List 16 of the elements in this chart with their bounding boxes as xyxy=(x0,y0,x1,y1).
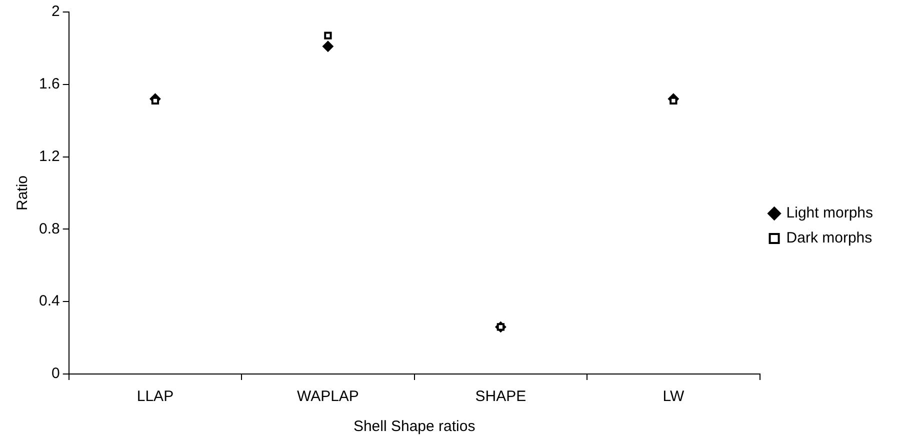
y-tick-label: 0 xyxy=(52,365,60,382)
x-tick-label: LLAP xyxy=(136,388,174,406)
y-axis-title: Ratio xyxy=(14,175,32,211)
point xyxy=(324,32,332,40)
y-tick-label: 0.4 xyxy=(38,292,60,310)
point xyxy=(322,40,334,52)
x-tick-label: WAPLAP xyxy=(296,388,359,406)
x-axis-title: Shell Shape ratios xyxy=(353,418,476,436)
legend-label: Light morphs xyxy=(786,204,874,222)
y-tick-label: 1.2 xyxy=(38,148,60,165)
y-tick-label: 0.8 xyxy=(38,220,60,238)
x-tick-label: LW xyxy=(662,388,685,406)
y-tick-label: 1.6 xyxy=(38,76,60,93)
legend-label: Dark morphs xyxy=(786,230,872,247)
x-tick-label: SHAPE xyxy=(475,388,526,406)
y-tick-label: 2 xyxy=(52,3,60,20)
